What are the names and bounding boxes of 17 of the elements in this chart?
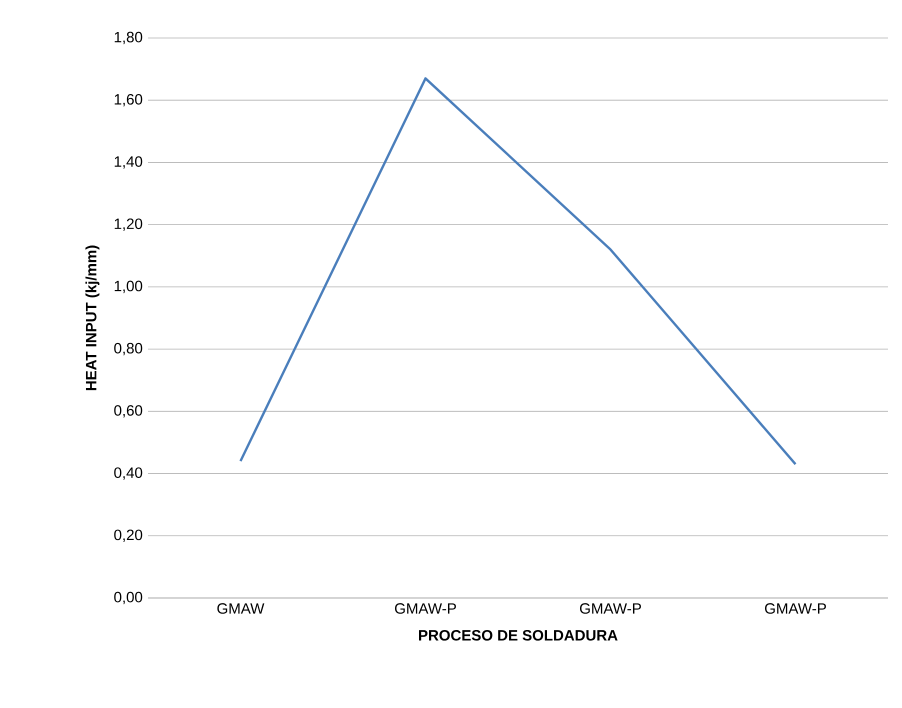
line-series bbox=[239, 77, 797, 466]
x-tick-label: GMAW bbox=[217, 603, 264, 614]
x-tick-label: GMAW-P bbox=[580, 603, 641, 614]
y-axis-title: HEAT INPUT (kj/mm) bbox=[85, 246, 100, 390]
y-tick-label: 0,00 bbox=[114, 592, 142, 604]
x-axis-title: PROCESO DE SOLDADURA bbox=[419, 630, 618, 641]
x-tick-label: GMAW-P bbox=[765, 603, 826, 614]
y-tick-label: 0,20 bbox=[114, 530, 142, 542]
y-tick-label: 0,60 bbox=[114, 405, 142, 418]
y-tick-label: 1,00 bbox=[114, 280, 142, 294]
y-tick-label: 1,40 bbox=[114, 156, 142, 169]
y-tick-label: 0,40 bbox=[114, 467, 142, 480]
x-tick-label: GMAW-P bbox=[395, 603, 456, 614]
y-tick-label: 0,80 bbox=[114, 342, 142, 356]
y-tick-label: 1,20 bbox=[114, 218, 142, 231]
y-tick-label: 1,80 bbox=[114, 32, 142, 44]
y-tick-label: 1,60 bbox=[114, 94, 142, 106]
